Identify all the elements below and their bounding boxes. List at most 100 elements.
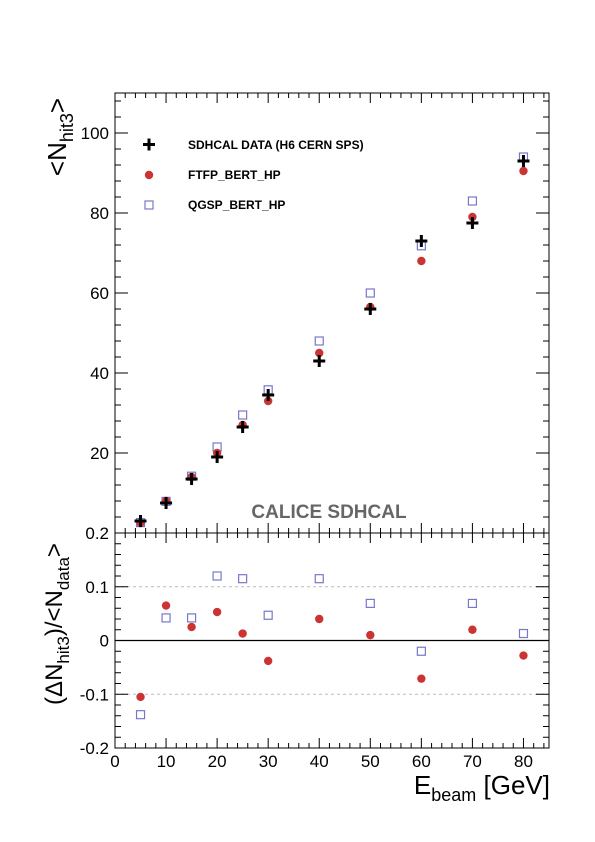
x-tick-label: 60 [412,752,431,771]
legend-marker-ftfp [144,170,154,180]
data-point-cross [517,155,530,167]
bot-ylabel-c: )/<N [41,590,68,636]
cross-bar-v [139,515,143,527]
legend-label-qgsp: QGSP_BERT_HP [188,198,285,212]
x-tick-label: 0 [110,752,119,771]
data-point-cross [313,355,326,367]
top-ylabel-sub: hit3 [57,113,77,142]
data-point-circle [238,629,247,638]
ratio-y-tick-label: 0 [100,632,109,651]
data-point-square [186,613,197,623]
bottom-panel-markers [135,571,529,720]
y-tick-label: 100 [81,124,109,143]
cross-bar-v [470,217,474,229]
data-point-circle [519,651,528,660]
ratio-series-circle [136,601,528,702]
series-cross [134,155,530,527]
top-y-axis-label: <Nhit3> [42,98,77,176]
data-point-circle [366,630,375,640]
ratio-y-tick-label: -0.2 [80,739,109,758]
data-point-circle [161,601,171,610]
data-point-square [518,628,529,639]
data-point-square [467,598,478,609]
cross-bar-v [266,389,270,401]
legend-label-ftfp: FTFP_BERT_HP [188,168,281,182]
x-tick-label: 20 [208,752,227,771]
data-point-circle [136,692,145,702]
cross-bar-v [419,235,423,247]
data-point-square [416,646,426,656]
bot-ylabel-b: hit3 [54,636,73,663]
xlabel-end: [GeV] [476,770,550,800]
bot-ylabel-d: data [54,557,73,591]
cross-bar-v [215,451,219,463]
x-axis-label: Ebeam [GeV] [414,770,550,805]
calice-annotation: CALICE SDHCAL [251,502,407,523]
data-point-square [161,613,171,623]
legend: SDHCAL DATA (H6 CERN SPS) FTFP_BERT_HP Q… [143,138,364,212]
data-point-square [238,410,248,420]
ratio-y-tick-label: 0.2 [85,524,109,543]
data-point-square [314,574,324,584]
data-point-circle [417,256,426,266]
data-point-circle [315,614,324,624]
cross-bar-v [521,155,525,167]
cross-bar-v [241,421,245,433]
top-ylabel-main: <N [42,142,72,176]
data-point-square [365,598,375,609]
data-point-cross [134,515,147,527]
data-point-circle [519,166,528,176]
y-tick-label: 60 [90,284,109,303]
axis-ticks [114,93,549,749]
data-point-cross [364,303,377,315]
data-point-cross [262,389,275,401]
x-tick-label: 70 [463,752,482,771]
x-tick-label: 80 [514,752,533,771]
data-point-cross [160,497,173,509]
cross-bar-v [190,473,194,485]
y-tick-label: 20 [90,444,109,463]
data-point-cross [466,217,479,229]
xlabel-sub: beam [431,785,476,805]
data-point-square [314,336,324,346]
data-point-circle [417,674,426,683]
data-point-circle [263,656,273,666]
data-point-square [263,610,273,620]
ratio-gridlines [115,586,549,695]
ratio-y-tick-label: 0.1 [85,578,109,597]
x-tick-label: 40 [310,752,329,771]
data-point-square [212,571,222,581]
x-tick-label: 50 [361,752,380,771]
data-point-square [238,574,248,584]
top-panel-frame [114,92,550,534]
bot-ylabel-e: > [41,543,68,557]
data-point-square [365,288,375,298]
data-point-cross [236,421,249,433]
data-point-cross [211,451,224,463]
axes-frames [114,92,550,749]
cross-bar-v [317,355,321,367]
bot-ylabel-a: (ΔN [41,664,68,705]
top-panel-markers [134,152,530,528]
data-point-square [135,710,146,720]
data-point-circle [212,607,222,617]
cross-bar-v [164,497,168,509]
y-tick-label: 40 [90,364,109,383]
data-point-circle [315,348,324,358]
cross-bar-v [368,303,372,315]
data-point-cross [415,235,428,247]
y-tick-label: 80 [90,204,109,223]
data-point-circle [187,622,196,632]
xlabel-main: E [414,770,431,800]
data-point-circle [468,625,477,634]
legend-marker-data [143,138,155,151]
bottom-y-axis-label: (ΔNhit3)/<Ndata> [41,543,73,705]
data-point-cross [185,473,198,485]
legend-marker-qgsp [144,200,154,210]
x-tick-label: 10 [157,752,176,771]
ratio-series-open-square [135,571,529,720]
data-point-square [467,196,478,206]
ratio-y-tick-label: -0.1 [80,685,109,704]
x-tick-label: 30 [259,752,278,771]
